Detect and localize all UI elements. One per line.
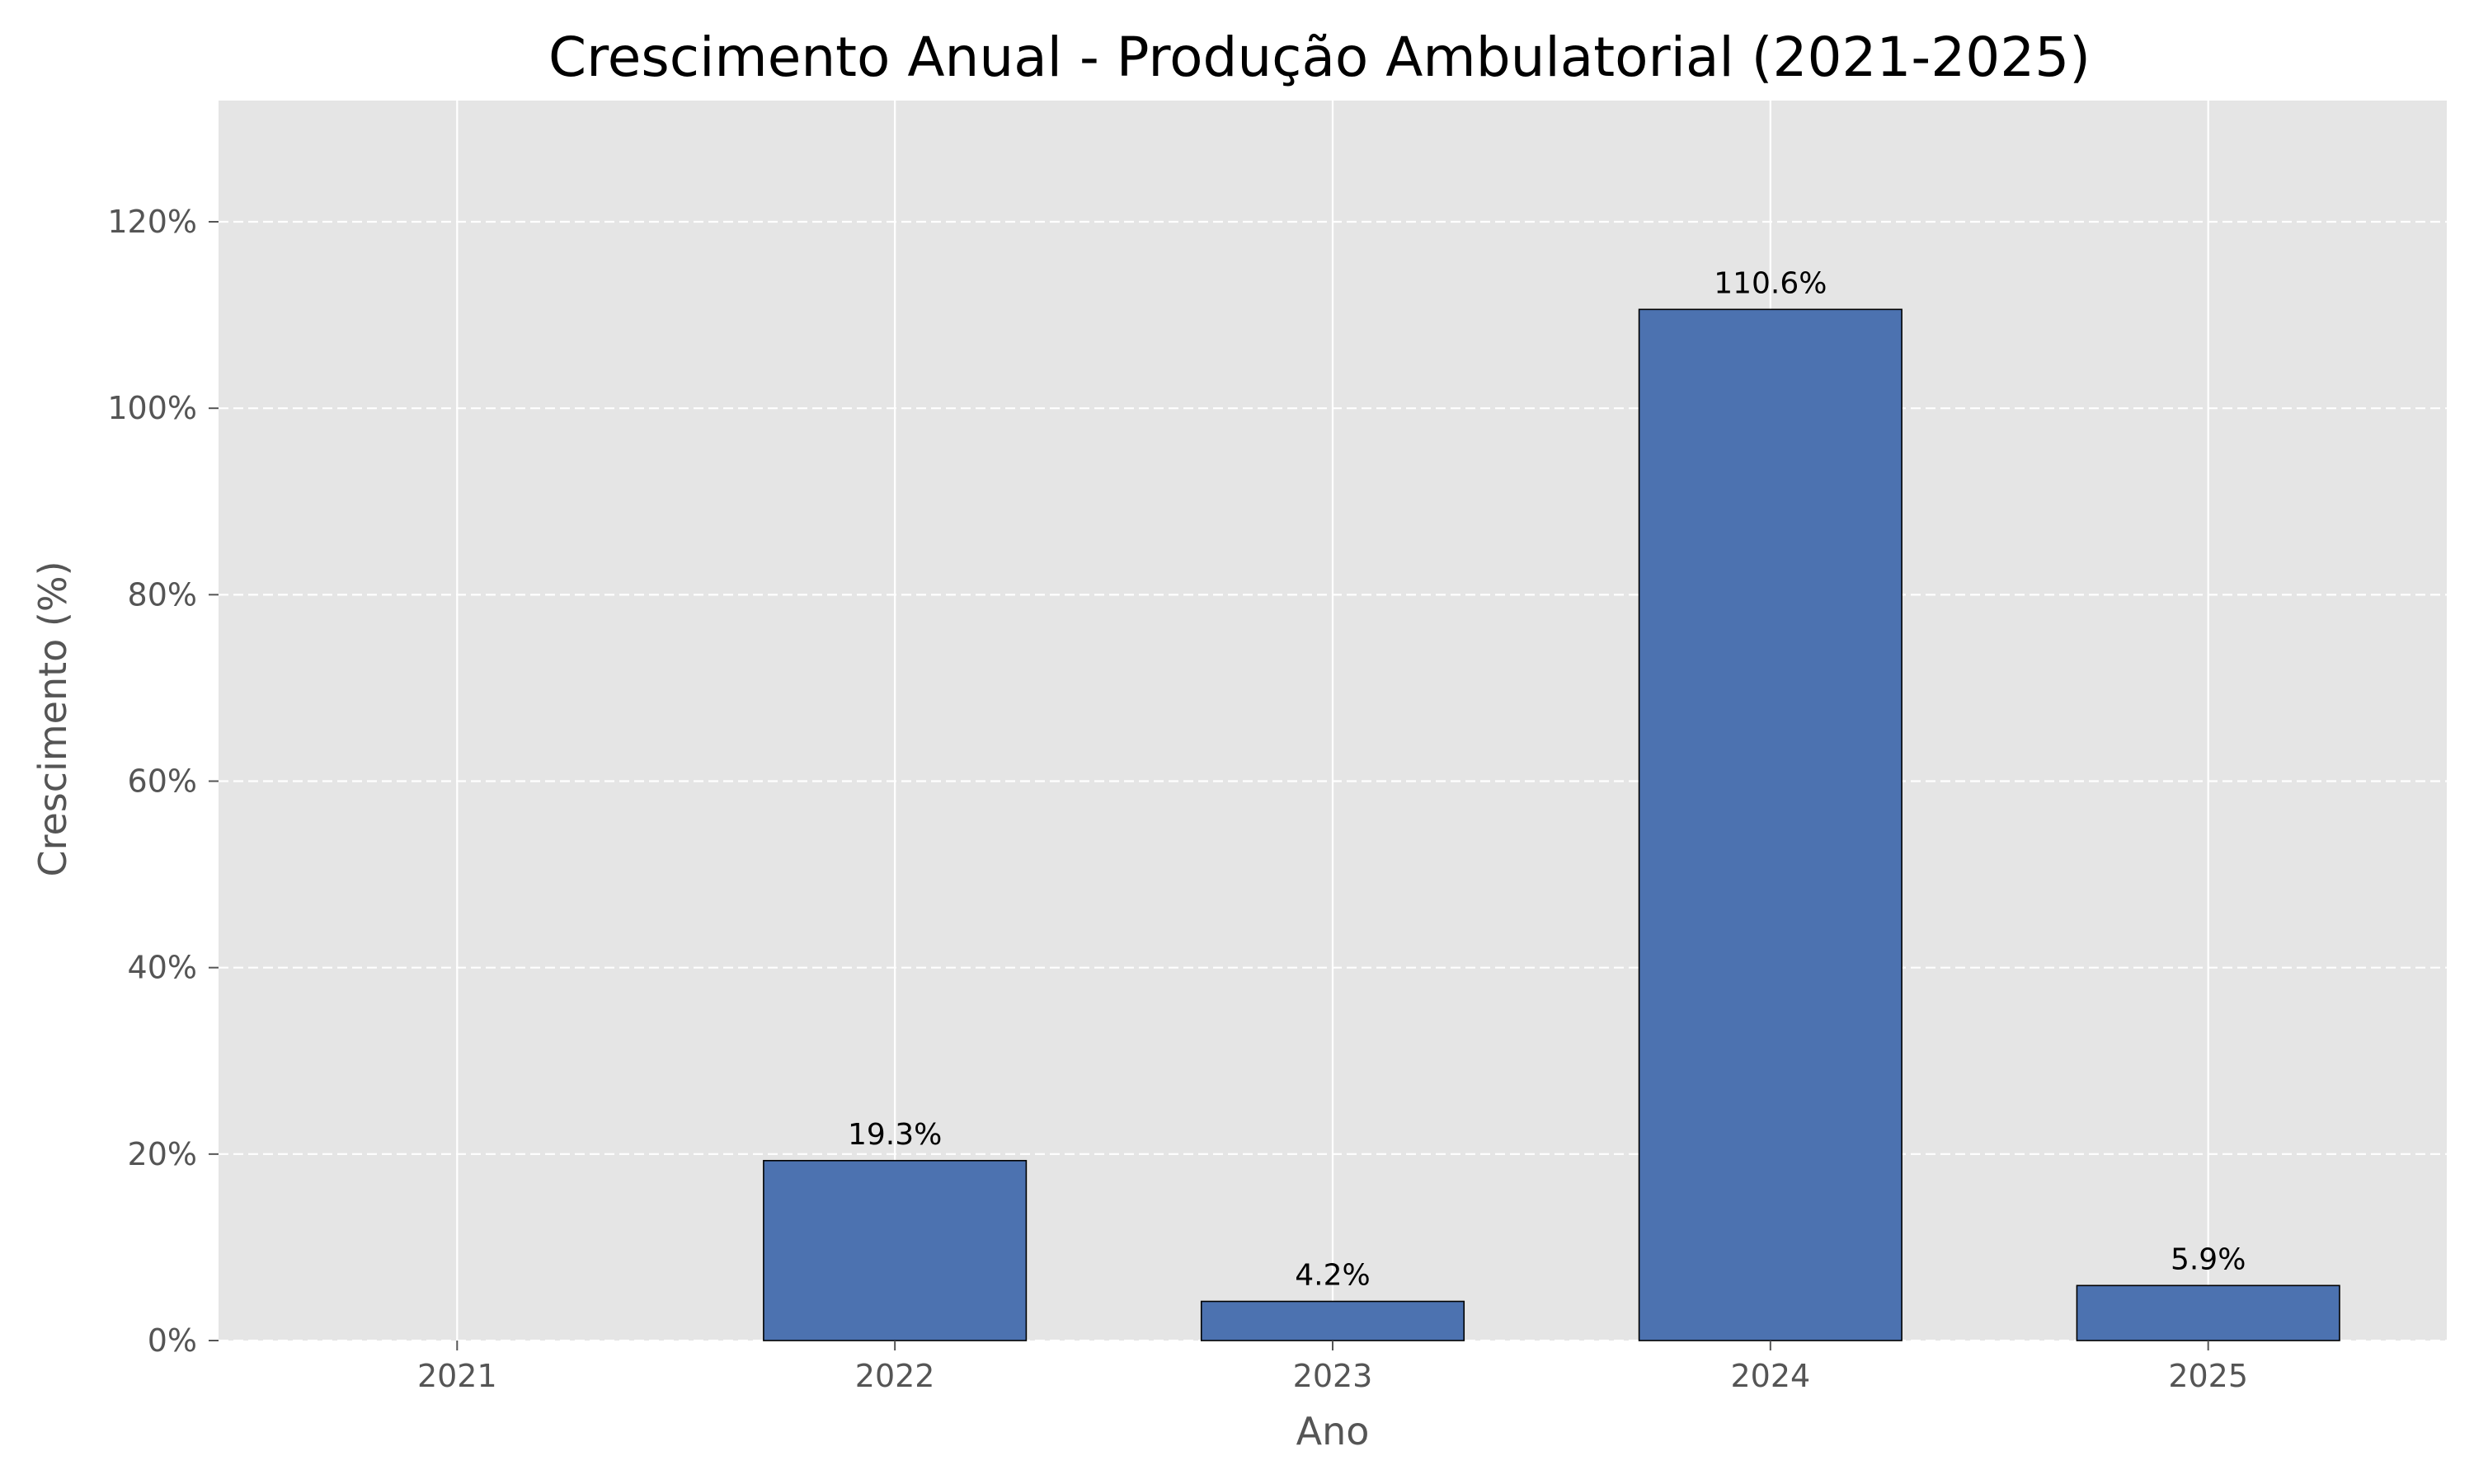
y-axis-label: Crescimento (%): [31, 561, 75, 876]
data-label-2024: 110.6%: [1714, 266, 1827, 300]
x-tick-label: 2021: [417, 1358, 497, 1394]
data-label-2025: 5.9%: [2171, 1242, 2246, 1276]
x-tick-label: 2023: [1293, 1358, 1373, 1394]
data-label-2023: 4.2%: [1295, 1259, 1370, 1293]
bars: [763, 308, 2340, 1341]
grid-lines: [219, 101, 2447, 1342]
data-label-2022: 19.3%: [848, 1118, 942, 1152]
bar-2025: [2076, 1284, 2340, 1341]
y-tick-label: 60%: [128, 763, 197, 800]
x-tick-label: 2025: [2168, 1358, 2248, 1394]
y-tick-label: 0%: [148, 1322, 197, 1359]
y-tick-label: 40%: [128, 950, 197, 986]
chart-title: Crescimento Anual - Produção Ambulatoria…: [548, 26, 2091, 89]
y-tick-label: 100%: [107, 390, 197, 426]
y-tick-label: 80%: [128, 576, 197, 613]
y-tick-label: 120%: [107, 204, 197, 240]
x-axis-ticks: 2021 2022 2023 2024 2025: [417, 1341, 2248, 1394]
x-tick-label: 2024: [1730, 1358, 1810, 1394]
y-axis-ticks: 0% 20% 40% 60% 80% 100% 120%: [107, 204, 219, 1359]
bar-2023: [1200, 1300, 1465, 1341]
bar-2022: [763, 1159, 1028, 1341]
bar-2024: [1638, 308, 1903, 1341]
y-tick-label: 20%: [128, 1136, 197, 1172]
x-tick-label: 2022: [855, 1358, 935, 1394]
x-axis-label: Ano: [1296, 1409, 1370, 1453]
bar-data-labels: 19.3% 4.2% 110.6% 5.9%: [848, 266, 2246, 1292]
